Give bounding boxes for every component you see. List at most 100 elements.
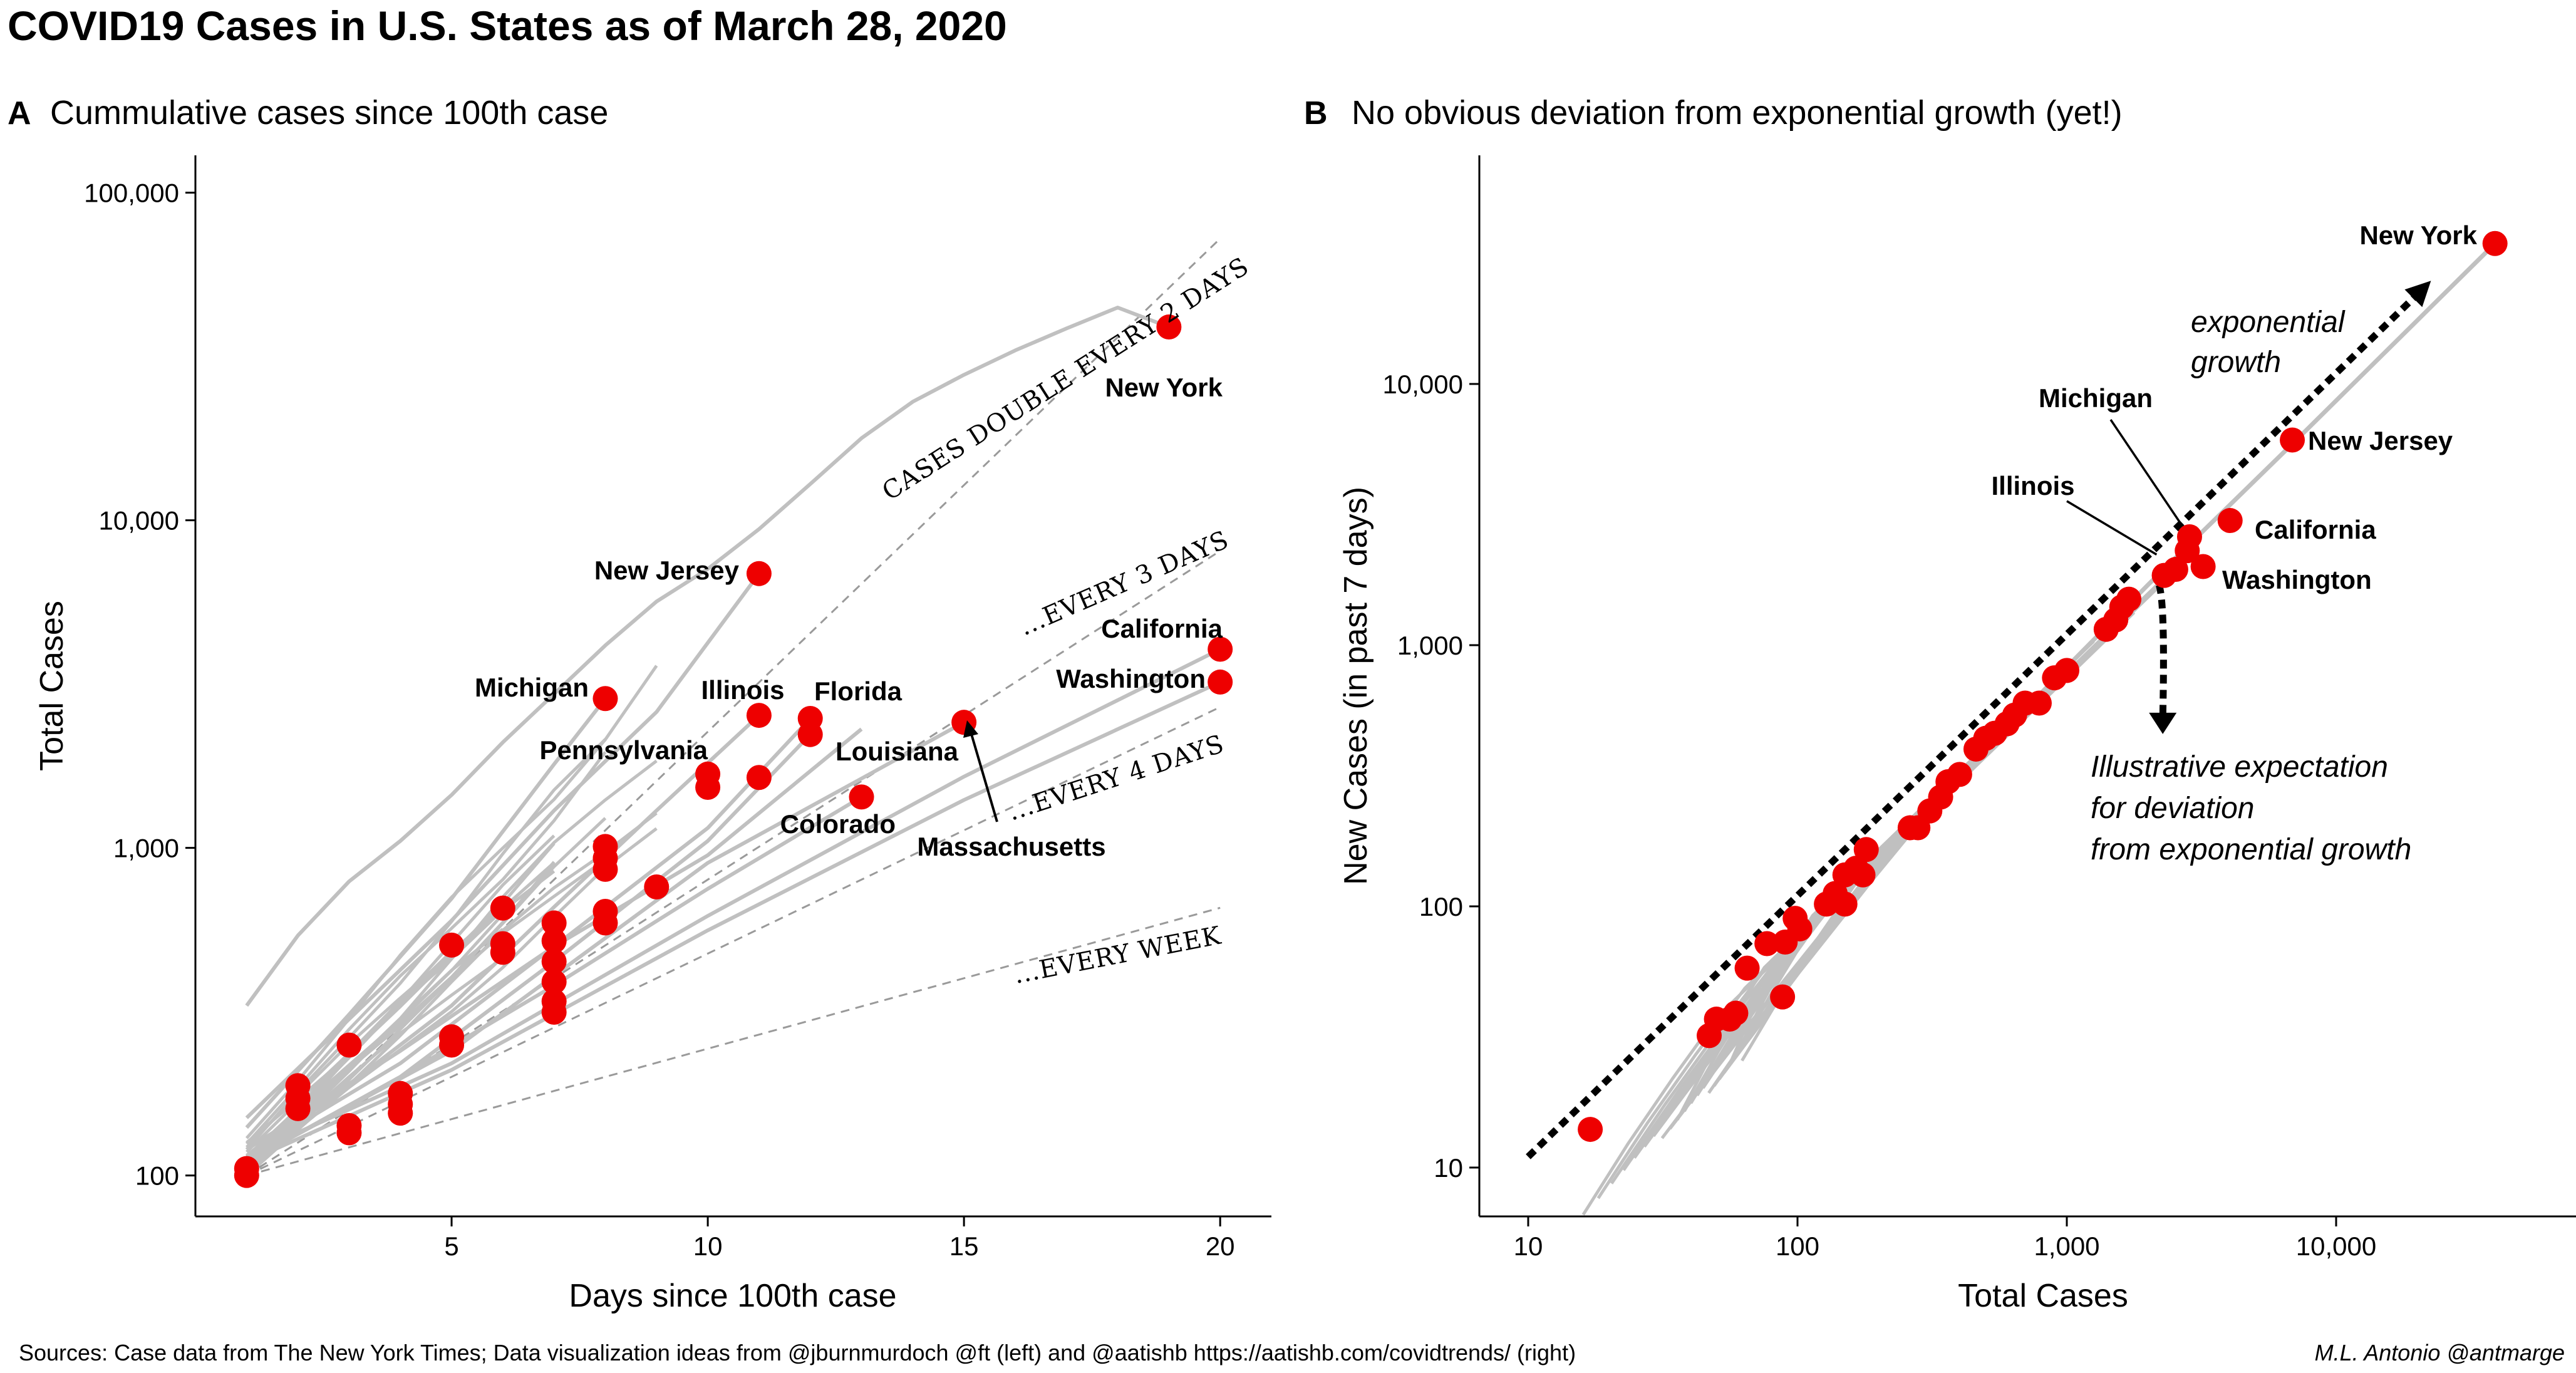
state-point (2190, 554, 2216, 579)
label-illinois-a: Illinois (701, 675, 784, 705)
panel-a-ticks: 5 10 15 20 100 1,000 10,000 100,000 (84, 179, 1234, 1261)
x-tick-label: 10 (1514, 1231, 1543, 1261)
state-point (336, 1032, 362, 1058)
state-point (592, 899, 618, 925)
state-point (797, 705, 823, 731)
state-point (541, 928, 567, 954)
label-illinois-b: Illinois (1991, 471, 2074, 500)
x-tick-label: 10,000 (2296, 1231, 2376, 1261)
state-point (490, 895, 515, 921)
state-point (2054, 658, 2079, 683)
exponential-growth-line-1: exponential (2191, 306, 2346, 339)
state-point (592, 686, 618, 712)
trajectory-massachusetts (246, 720, 965, 1164)
state-point (1208, 636, 1233, 662)
state-point (592, 834, 618, 859)
panel-b-x-label: Total Cases (1958, 1278, 2128, 1314)
state-point (285, 1073, 311, 1099)
label-louisiana-a: Louisiana (835, 737, 959, 766)
deviation-line-1: Illustrative expectation (2091, 750, 2388, 784)
y-tick-label: 1,000 (113, 834, 179, 863)
state-point (746, 703, 772, 728)
state-point (1723, 1000, 1749, 1026)
state-point (2482, 231, 2508, 256)
panel-a-title: Cummulative cases since 100th case (50, 94, 608, 132)
label-california-b: California (2255, 515, 2376, 544)
state-point (746, 561, 772, 586)
state-point (541, 910, 567, 936)
label-new-york-b: New York (2359, 220, 2477, 250)
panel-a-doubling-guides (246, 237, 1221, 1177)
label-new-jersey-a: New Jersey (594, 556, 740, 585)
michigan-pointer (2109, 419, 2185, 529)
state-point (234, 1156, 259, 1181)
sources-caption: Sources: Case data from The New York Tim… (19, 1340, 1576, 1365)
panel-b-ticks: 10 100 1,000 10,000 10 100 1,000 10,000 (1383, 370, 2377, 1261)
state-point (490, 931, 515, 956)
trajectory-california (246, 647, 1221, 1158)
massachusetts-pointer (970, 733, 998, 822)
state-point (1156, 314, 1182, 340)
panel-a-x-label: Days since 100th case (569, 1278, 896, 1314)
state-point (336, 1113, 362, 1139)
y-tick-label: 10 (1434, 1153, 1463, 1183)
trajectory-washington (246, 680, 1221, 1164)
state-point (2176, 524, 2202, 549)
deviation-line-3: from exponential growth (2091, 833, 2411, 866)
y-tick-label: 10,000 (99, 506, 179, 536)
state-point (849, 784, 874, 810)
panel-b: B No obvious deviation from exponential … (1304, 94, 2576, 1314)
state-point (439, 1024, 465, 1050)
label-california-a: California (1101, 614, 1223, 643)
panel-b-letter: B (1304, 95, 1328, 132)
x-tick-label: 100 (1776, 1231, 1819, 1261)
label-pennsylvania-a: Pennsylvania (540, 735, 708, 765)
trajectory-michigan (245, 697, 607, 1129)
state-point (1850, 862, 1876, 888)
y-tick-label: 100 (135, 1161, 179, 1191)
state-point (2116, 586, 2142, 612)
state-point (746, 765, 772, 790)
deviation-arrow-head (2149, 712, 2177, 734)
y-tick-label: 1,000 (1397, 631, 1463, 660)
state-point (1832, 891, 1858, 917)
state-point (541, 969, 567, 995)
state-point (1853, 837, 1879, 863)
label-washington-a: Washington (1056, 664, 1206, 693)
guide-label-every-week: ...EVERY WEEK (1011, 921, 1224, 990)
state-point (2217, 508, 2243, 534)
exponential-growth-line-2: growth (2191, 346, 2281, 379)
guide-line-4 (246, 906, 1221, 1177)
y-tick-label: 10,000 (1383, 370, 1463, 399)
y-tick-label: 100 (1419, 892, 1463, 921)
state-point (1754, 931, 1780, 956)
panel-a: A Cummulative cases since 100th case 5 10… (8, 94, 1271, 1314)
panel-b-points (1578, 231, 2508, 1142)
state-point (439, 932, 465, 958)
y-tick-label: 100,000 (84, 179, 179, 208)
panel-a-letter: A (8, 95, 31, 132)
state-point (1947, 762, 1972, 787)
x-tick-label: 15 (949, 1231, 979, 1261)
panel-b-y-label: New Cases (in past 7 days) (1338, 487, 1374, 885)
deviation-line-2: for deviation (2091, 792, 2255, 825)
guide-label-4-days: ...EVERY 4 DAYS (1005, 730, 1228, 827)
deviation-annotation: Illustrative expectation for deviation f… (2091, 750, 2411, 866)
state-point (1578, 1117, 1603, 1142)
state-point (1208, 669, 1233, 695)
figure-title: COVID19 Cases in U.S. States as of March… (8, 3, 1007, 49)
state-point (541, 949, 567, 975)
deviation-arrow (2155, 584, 2167, 717)
trajectory-new-york (245, 306, 1170, 1007)
state-point (1770, 984, 1796, 1010)
panel-b-title: No obvious deviation from exponential gr… (1352, 94, 2123, 132)
state-point (388, 1080, 413, 1106)
label-michigan-b: Michigan (2039, 383, 2153, 413)
x-tick-label: 20 (1206, 1231, 1235, 1261)
state-point (2163, 557, 2188, 583)
panel-a-y-label: Total Cases (34, 601, 70, 771)
exponential-growth-annotation: exponential growth (2191, 306, 2353, 379)
state-point (695, 761, 721, 787)
label-colorado-a: Colorado (780, 809, 896, 839)
